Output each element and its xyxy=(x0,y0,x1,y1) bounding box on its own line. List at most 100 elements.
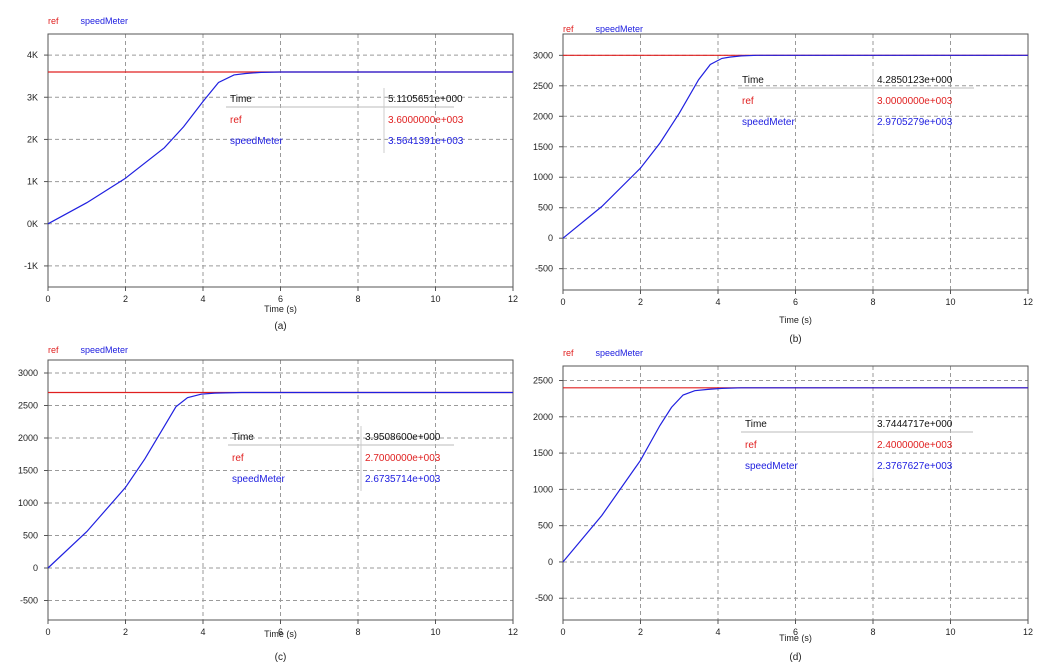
readout-label: Time xyxy=(745,419,767,430)
legend-entry-ref: ref xyxy=(48,345,59,355)
x-tick-label: 10 xyxy=(945,297,955,307)
y-tick-label: -1K xyxy=(24,261,38,271)
x-tick-label: 2 xyxy=(638,627,643,637)
legend-entry-speedmeter: speedMeter xyxy=(81,16,129,26)
readout-label: ref xyxy=(230,115,242,126)
y-tick-label: 2000 xyxy=(18,433,38,443)
legend: ref speedMeter xyxy=(48,16,128,26)
panel-caption: (a) xyxy=(274,321,286,332)
y-tick-label: 0K xyxy=(27,219,38,229)
legend-entry-speedmeter: speedMeter xyxy=(81,345,129,355)
readout-value: 3.0000000e+003 xyxy=(877,96,953,107)
readout-value: 2.7000000e+003 xyxy=(365,453,441,464)
x-tick-label: 6 xyxy=(793,627,798,637)
legend: ref speedMeter xyxy=(48,345,128,355)
readout-table: Time 5.1105651e+000 ref 3.6000000e+003 speed… xyxy=(226,88,464,153)
x-tick-label: 8 xyxy=(355,294,360,304)
readout-label: Time xyxy=(230,94,252,105)
readout-value: 2.9705279e+003 xyxy=(877,117,953,128)
y-tick-label: 4K xyxy=(27,50,38,60)
y-tick-label: 0 xyxy=(548,233,553,243)
y-tick-label: 2000 xyxy=(533,111,553,121)
x-axis-label: Time (s) xyxy=(779,633,812,643)
readout-value: 3.9508600e+000 xyxy=(365,432,441,443)
x-tick-label: 8 xyxy=(870,627,875,637)
y-tick-label: -500 xyxy=(535,593,553,603)
x-tick-label: 2 xyxy=(123,294,128,304)
y-tick-label: -500 xyxy=(20,596,38,606)
y-tick-label: 500 xyxy=(23,531,38,541)
panel-caption: (c) xyxy=(275,652,287,663)
legend-entry-ref: ref xyxy=(563,348,574,358)
chart-panel-d: ref speedMeter 0 2 4 6 8 10 12 -500 0 500 1000 1500 20… xyxy=(533,348,1033,663)
x-tick-label: 4 xyxy=(715,297,720,307)
chart-panel-a: ref speedMeter 0 2 4 6 8 10 12 -1K 0K 1K 2K 3K 4K Time 5… xyxy=(24,16,518,332)
y-tick-label: 500 xyxy=(538,521,553,531)
x-tick-label: 6 xyxy=(793,297,798,307)
y-tick-label: 1500 xyxy=(533,142,553,152)
y-tick-label: 1000 xyxy=(533,172,553,182)
readout-table: Time 4.2850123e+000 ref 3.0000000e+003 speed… xyxy=(738,69,974,134)
plot-frame xyxy=(47,33,514,288)
plot-frame xyxy=(562,33,1029,291)
series-line-speedmeter xyxy=(562,54,1028,239)
readout-table: Time 3.7444717e+000 ref 2.4000000e+003 speed… xyxy=(741,413,973,478)
readout-label: speedMeter xyxy=(742,117,795,128)
series-line-speedmeter xyxy=(47,391,513,569)
x-tick-label: 4 xyxy=(200,627,205,637)
x-tick-label: 12 xyxy=(1023,627,1033,637)
x-tick-label: 2 xyxy=(638,297,643,307)
x-axis-label: Time (s) xyxy=(264,629,297,639)
x-tick-label: 8 xyxy=(355,627,360,637)
x-tick-label: 10 xyxy=(945,627,955,637)
readout-value: 3.7444717e+000 xyxy=(877,419,953,430)
y-tick-label: 2500 xyxy=(18,401,38,411)
plot-frame xyxy=(47,359,514,621)
legend-entry-speedmeter: speedMeter xyxy=(596,24,644,34)
panel-caption: (d) xyxy=(789,652,801,663)
legend: ref speedMeter xyxy=(563,24,643,34)
legend: ref speedMeter xyxy=(563,348,643,358)
readout-value: 2.3767627e+003 xyxy=(877,461,953,472)
legend-entry-ref: ref xyxy=(48,16,59,26)
x-tick-label: 0 xyxy=(560,627,565,637)
x-tick-label: 4 xyxy=(715,627,720,637)
x-tick-label: 2 xyxy=(123,627,128,637)
y-tick-label: 1500 xyxy=(18,466,38,476)
readout-label: ref xyxy=(232,453,244,464)
x-axis-label: Time (s) xyxy=(779,315,812,325)
y-tick-label: 3000 xyxy=(18,368,38,378)
plot-frame xyxy=(562,365,1029,621)
y-tick-label: 0 xyxy=(33,563,38,573)
y-tick-label: 500 xyxy=(538,203,553,213)
y-tick-label: -500 xyxy=(535,264,553,274)
x-tick-label: 12 xyxy=(508,627,518,637)
y-tick-label: 1000 xyxy=(18,498,38,508)
x-tick-label: 10 xyxy=(430,294,440,304)
x-tick-label: 4 xyxy=(200,294,205,304)
x-tick-label: 0 xyxy=(45,627,50,637)
y-tick-label: 1500 xyxy=(533,448,553,458)
x-axis-label: Time (s) xyxy=(264,304,297,314)
series-line-speedmeter xyxy=(47,71,513,225)
readout-value: 2.4000000e+003 xyxy=(877,440,953,451)
chart-panel-b: ref speedMeter 0 2 4 6 8 10 12 -500 0 500 1000 1500 20… xyxy=(533,24,1033,345)
x-tick-label: 0 xyxy=(45,294,50,304)
y-tick-label: 3K xyxy=(27,92,38,102)
legend-entry-speedmeter: speedMeter xyxy=(596,348,644,358)
x-tick-label: 12 xyxy=(508,294,518,304)
x-tick-label: 6 xyxy=(278,627,283,637)
readout-label: speedMeter xyxy=(232,474,285,485)
y-tick-label: 1000 xyxy=(533,484,553,494)
readout-value: 3.5641391e+003 xyxy=(388,136,464,147)
y-tick-label: 3000 xyxy=(533,50,553,60)
y-tick-label: 2500 xyxy=(533,81,553,91)
readout-label: ref xyxy=(742,96,754,107)
readout-value: 4.2850123e+000 xyxy=(877,75,953,86)
readout-label: ref xyxy=(745,440,757,451)
y-tick-label: 2K xyxy=(27,134,38,144)
y-tick-label: 2000 xyxy=(533,412,553,422)
x-tick-label: 0 xyxy=(560,297,565,307)
x-tick-label: 8 xyxy=(870,297,875,307)
